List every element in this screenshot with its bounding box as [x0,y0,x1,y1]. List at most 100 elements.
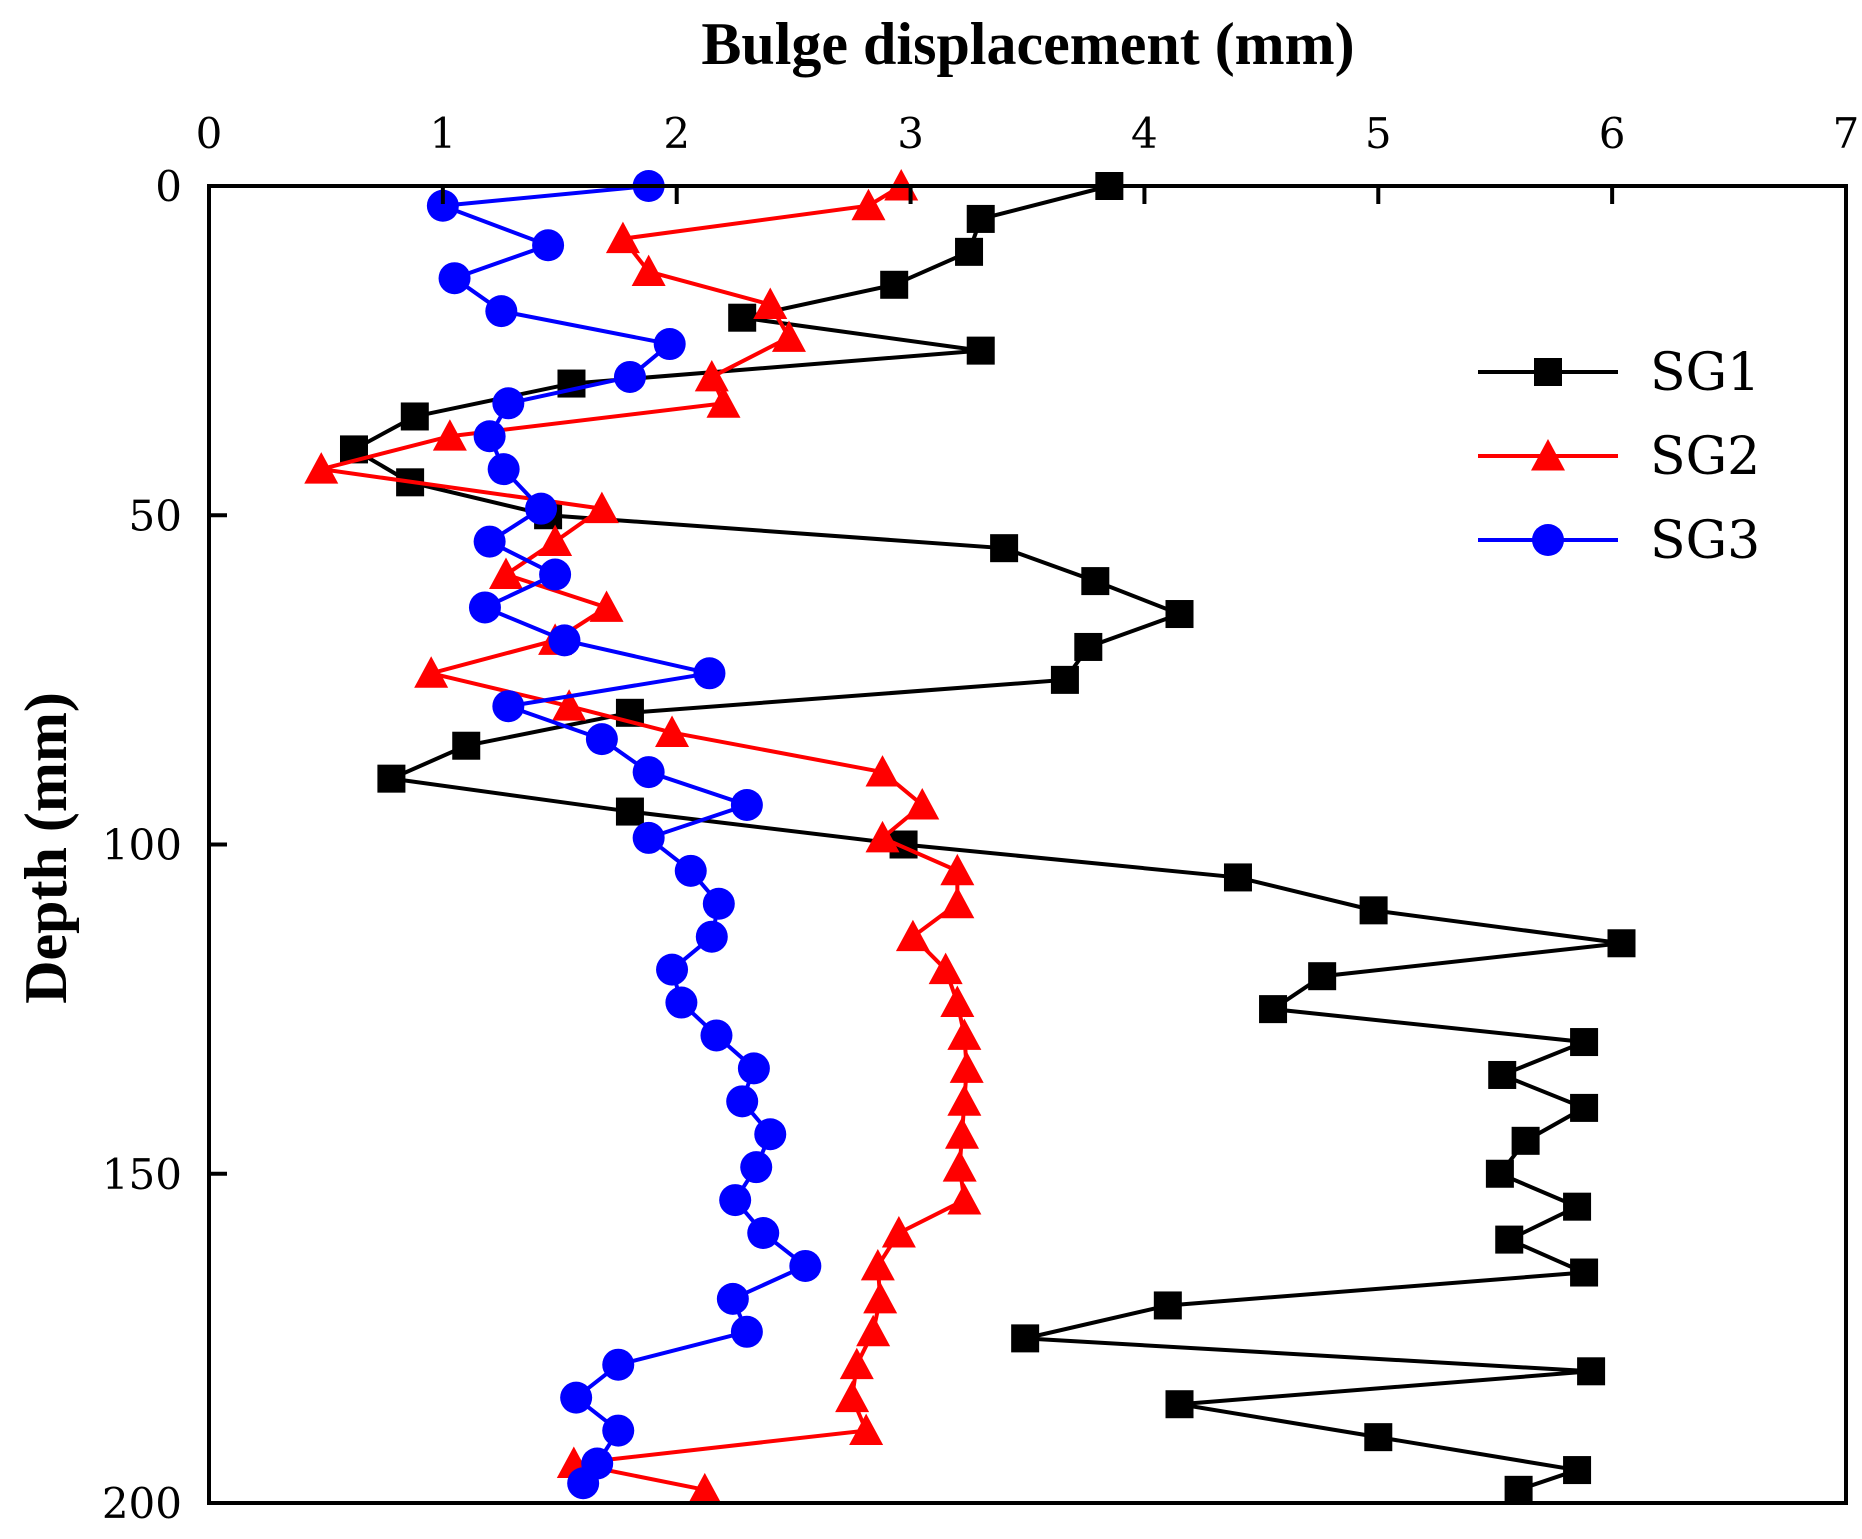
series-sg1-point [880,270,909,299]
series-sg3-point [737,1052,770,1085]
series-sg1-point [1488,1060,1517,1089]
series-sg2-point [942,1150,977,1182]
series-sg1-point [1074,632,1103,661]
series-sg2-point [771,320,806,352]
x-tick-label-2: 2 [663,109,690,158]
series-sg2-point [488,557,523,589]
series-sg1-point [955,237,984,266]
series-sg1-point [1259,995,1288,1024]
x-tick-label-6: 6 [1599,109,1626,158]
series-sg3-point [632,821,665,854]
series-sg2-point [895,919,930,952]
series-sg3-point [532,229,565,262]
series-sg3-point [693,657,726,690]
legend: SG1 SG2 SG3 [1478,343,1760,571]
series-sg2-point [538,524,573,557]
series-sg3-point [492,387,525,420]
series-sg2-point [304,452,339,484]
series-sg1-point [1495,1225,1524,1254]
series-sg2-point [414,656,449,688]
series-sg1-point [1011,1324,1040,1353]
series-sg3-point [548,624,581,657]
series-sg2-point [706,386,741,418]
series-sg2-point [947,1183,982,1215]
series-sg3-point [487,453,520,486]
series-sg1-point [1563,1192,1592,1221]
series-sg2-point [856,1314,891,1347]
series-sg2-point [687,1472,722,1505]
x-axis-title: Bulge displacement (mm) [701,11,1354,77]
series-sg3 [426,170,822,1500]
series-sg1-point [1570,1028,1599,1057]
series-sg2-point [940,886,975,919]
series-sg1-point [452,731,481,760]
series-sg1-point [1485,1159,1514,1188]
series-sg3-point [473,420,506,453]
series-sg1-point [400,402,429,431]
ticks-layer: 0 1 2 3 4 5 6 7 0 50 100 150 200 [102,109,1860,1528]
series-sg3-point [473,525,506,558]
series-sg3-point [567,1467,600,1500]
series-sg1-point [1165,1390,1194,1419]
legend-item-sg1: SG1 [1478,343,1760,403]
series-sg3-point [740,1151,773,1184]
series-sg2-point [851,188,886,221]
series-sg1-point [1223,863,1252,892]
series-sg1-point [990,534,1019,563]
series-sg3-point [585,723,618,756]
series-sg3-point [539,558,572,591]
series-sg1-point [615,797,644,826]
series-sg2-point [589,590,624,622]
series-sg2-point [631,254,666,287]
series-sg3-point [789,1249,822,1282]
series-sg1-point [1359,896,1388,925]
series-sg2-point [584,491,619,524]
series-sg2-point [865,755,900,787]
series-sg1-point [1165,600,1194,629]
series-sg3-point [754,1118,787,1151]
series-sg1-point [728,303,757,332]
series-sg1-point [1081,567,1110,596]
legend-item-sg3: SG3 [1478,511,1760,571]
series-sg2-point [835,1380,870,1413]
series-sg1-point [966,204,995,233]
series-sg3-point [653,328,686,361]
series-sg2-point [865,820,900,853]
legend-item-sg2: SG2 [1478,427,1760,487]
series-sg3-point [665,986,698,1019]
series-sg3-point [674,854,707,887]
legend-label-sg3: SG3 [1650,511,1760,571]
series-sg1-point [1511,1126,1540,1155]
x-tick-label-1: 1 [429,109,456,158]
legend-marker-sg2 [1531,439,1565,471]
series-sg2-point [860,1248,895,1281]
x-tick-label-5: 5 [1365,109,1392,158]
series-sg2-point [605,221,640,254]
x-tick-label-0: 0 [196,109,223,158]
series-sg3-point [747,1217,780,1250]
y-tick-label-0: 0 [155,162,182,211]
series-sg3-point [438,262,471,295]
series-sg1-point [1570,1093,1599,1122]
series-sg3-point [492,690,525,723]
series-sg3-point [700,1019,733,1052]
series-sg3-point [719,1184,752,1217]
series-sg2-point [552,689,587,721]
series-sg1-point [1308,962,1337,991]
plot-frame [207,184,1848,1505]
series-sg2-point [928,952,963,985]
legend-label-sg2: SG2 [1650,427,1760,487]
series-sg2-point [849,1413,884,1446]
series-sg1-point [966,336,995,365]
x-tick-label-3: 3 [897,109,924,158]
series-sg1-point [1153,1291,1182,1320]
series-sg2-point [863,1281,898,1314]
x-tick-label-4: 4 [1131,109,1158,158]
series-layer [304,169,1636,1505]
y-tick-label-4: 200 [102,1479,182,1528]
series-sg3-point [730,1315,763,1348]
legend-label-sg1: SG1 [1650,343,1760,403]
series-sg3-point [656,953,689,986]
series-sg3-point [613,360,646,393]
